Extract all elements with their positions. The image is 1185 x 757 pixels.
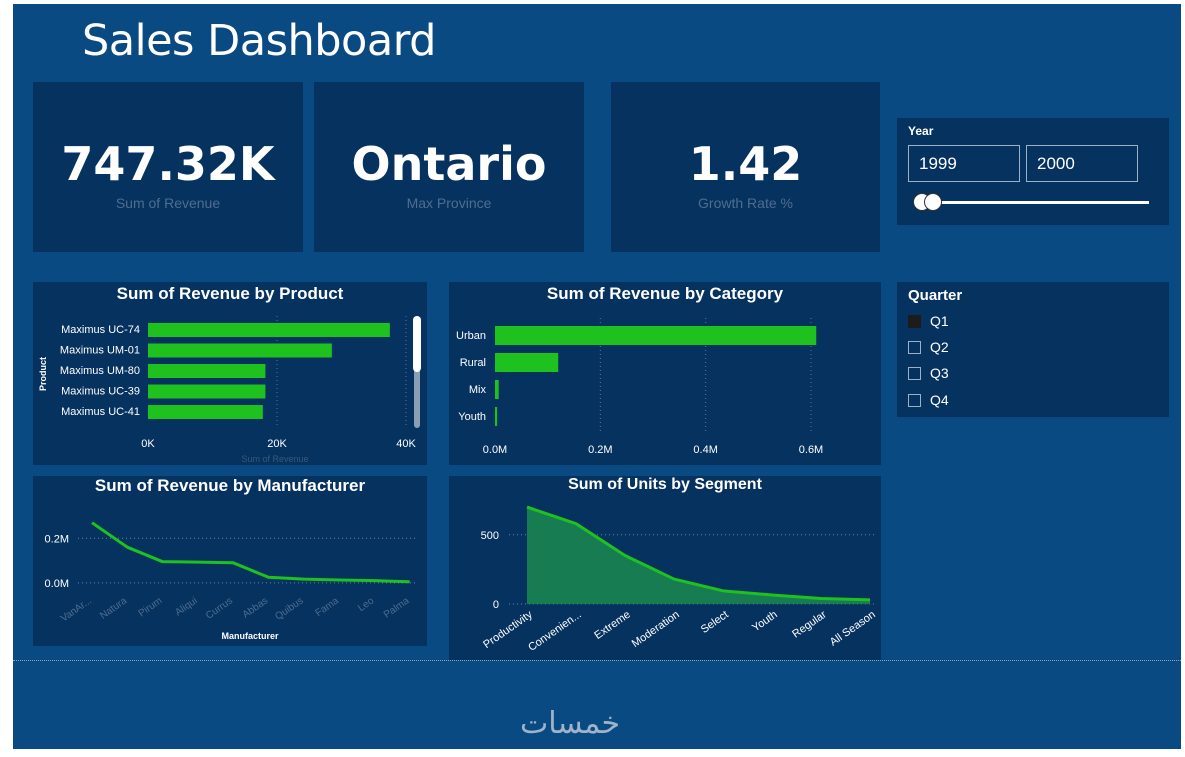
series-line — [91, 521, 410, 584]
x-tick-label: Convenien... — [526, 609, 583, 654]
y-axis-title: Product — [38, 357, 48, 391]
quarter-option-q2[interactable]: Q2 — [908, 337, 949, 357]
x-tick-label: Moderation — [630, 609, 682, 650]
kpi-growth-label: Growth Rate % — [698, 195, 793, 211]
kpi-card-revenue[interactable]: 747.32K Sum of Revenue — [33, 82, 303, 252]
year-slicer: Year 1999 2000 — [897, 118, 1169, 225]
chart-revenue-by-product[interactable]: Sum of Revenue by Product 0K 20K 40K Maximu… — [33, 282, 427, 465]
page-title: Sales Dashboard — [82, 16, 436, 66]
kpi-province-value: Ontario — [351, 137, 547, 191]
quarter-option-q4[interactable]: Q4 — [908, 390, 949, 410]
checkbox-icon[interactable] — [908, 393, 921, 407]
y-tick-label: Maximus UM-01 — [60, 345, 140, 357]
category-bar-chart: 0.0M 0.2M 0.4M 0.6M Urban Rural Mix Youth — [456, 318, 823, 456]
area-fill — [527, 507, 870, 604]
y-tick-label: Maximus UM-80 — [60, 365, 140, 377]
x-tick-label: Youth — [750, 609, 780, 635]
x-tick-label: Palma — [382, 595, 412, 621]
x-tick-label: 0.0M — [483, 444, 507, 456]
bar — [148, 364, 266, 378]
y-tick-label: 500 — [481, 530, 499, 542]
x-tick-label: Regular — [790, 608, 829, 640]
y-tick-label: Maximus UC-41 — [61, 406, 140, 418]
quarter-slicer-title: Quarter — [908, 287, 963, 304]
chart-units-by-segment[interactable]: Sum of Units by Segment 0 500 Productivity… — [449, 476, 881, 660]
x-tick-label: Select — [699, 609, 731, 636]
year-range-track[interactable] — [927, 201, 1149, 204]
x-axis-title: Manufacturer — [221, 631, 279, 641]
y-tick-label: Maximus UC-39 — [61, 386, 140, 398]
quarter-slicer: Quarter Q1 Q2 Q3 Q4 — [897, 282, 1169, 417]
y-tick-label: Youth — [458, 411, 486, 423]
quarter-option-q1[interactable]: Q1 — [908, 311, 949, 331]
x-tick-label: 0K — [141, 438, 155, 450]
year-from-input[interactable]: 1999 — [908, 145, 1020, 182]
y-tick-label: 0.0M — [45, 578, 69, 590]
x-tick-label: VanAr... — [59, 595, 94, 624]
product-bar-chart: 0K 20K 40K Maximus UC-74 Maximus UM-01 Maximu… — [38, 316, 416, 464]
quarter-option-label: Q2 — [930, 339, 949, 355]
year-slicer-title: Year — [908, 124, 934, 138]
x-tick-label: Abbas — [241, 595, 271, 620]
x-tick-label: Natura — [98, 595, 129, 621]
x-tick-label: 0.4M — [693, 444, 717, 456]
chart-revenue-by-category[interactable]: Sum of Revenue by Category 0.0M 0.2M 0.4M 0… — [449, 282, 881, 465]
watermark-logo: خمسات — [520, 706, 621, 741]
y-tick-label: 0.2M — [45, 533, 69, 545]
chart-revenue-by-manufacturer[interactable]: Sum of Revenue by Manufacturer 0.0M 0.2M V… — [33, 476, 427, 646]
kpi-card-growth[interactable]: 1.42 Growth Rate % — [611, 82, 880, 252]
scrollbar-thumb[interactable] — [413, 316, 421, 372]
checkbox-icon[interactable] — [908, 340, 921, 354]
scrollbar[interactable] — [414, 316, 420, 428]
y-tick-label: 0 — [493, 599, 499, 611]
x-tick-label: Leo — [356, 595, 376, 614]
bar — [148, 343, 332, 358]
chart-title: Sum of Units by Segment — [568, 476, 762, 493]
page-divider — [13, 660, 1181, 661]
bar — [148, 384, 266, 399]
y-tick-label: Mix — [469, 384, 487, 396]
quarter-option-q3[interactable]: Q3 — [908, 363, 949, 383]
quarter-option-label: Q4 — [930, 392, 949, 408]
manufacturer-line-chart: 0.0M 0.2M VanAr... Natura Pirum Aliqui Currus A… — [45, 521, 415, 641]
bar — [495, 353, 559, 372]
bar — [495, 326, 817, 345]
x-tick-label: Extreme — [592, 609, 632, 642]
kpi-card-province[interactable]: Ontario Max Province — [314, 82, 584, 252]
x-tick-label: 20K — [267, 438, 287, 450]
y-tick-label: Urban — [456, 330, 486, 342]
chart-title: Sum of Revenue by Product — [116, 284, 344, 303]
x-tick-label: 40K — [396, 438, 416, 450]
y-tick-label: Rural — [460, 357, 486, 369]
x-axis-title: Sum of Revenue — [241, 454, 308, 464]
bar — [495, 407, 498, 426]
y-tick-label: Maximus UC-74 — [61, 324, 140, 336]
x-tick-label: 0.2M — [588, 444, 612, 456]
x-tick-label: Quibus — [273, 595, 305, 622]
x-tick-label: Aliqui — [173, 595, 199, 618]
bar — [495, 380, 499, 399]
kpi-revenue-label: Sum of Revenue — [115, 195, 221, 211]
kpi-revenue-value: 747.32K — [61, 137, 275, 191]
kpi-province-label: Max Province — [406, 195, 492, 211]
checkbox-icon[interactable] — [908, 314, 921, 328]
series-line — [526, 505, 871, 602]
year-to-input[interactable]: 2000 — [1026, 145, 1138, 182]
kpi-growth-value: 1.42 — [688, 137, 803, 191]
chart-title: Sum of Revenue by Category — [546, 284, 784, 303]
quarter-option-label: Q1 — [930, 313, 949, 329]
x-tick-label: Fama — [314, 595, 342, 619]
quarter-option-label: Q3 — [930, 365, 949, 381]
x-tick-label: Currus — [204, 595, 235, 621]
bar — [148, 323, 390, 337]
chart-title: Sum of Revenue by Manufacturer — [94, 476, 366, 495]
x-tick-label: All Season — [828, 609, 878, 649]
x-tick-label: Pirum — [137, 595, 165, 619]
dashboard-canvas: Sales Dashboard 747.32K Sum of Revenue O… — [13, 4, 1181, 749]
x-tick-label: 0.6M — [799, 444, 823, 456]
bar — [148, 405, 263, 419]
checkbox-icon[interactable] — [908, 366, 921, 380]
year-range-end-handle[interactable] — [924, 193, 942, 211]
